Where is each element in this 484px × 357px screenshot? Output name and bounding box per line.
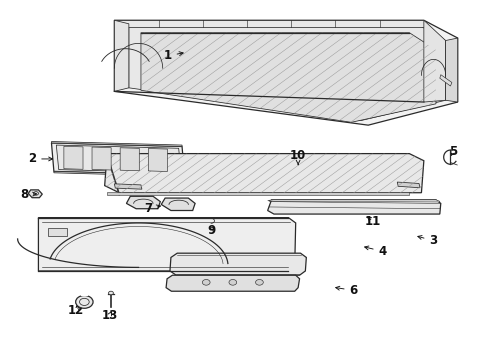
Polygon shape <box>439 75 451 86</box>
Circle shape <box>76 296 93 308</box>
Text: 2: 2 <box>28 152 52 165</box>
Polygon shape <box>148 149 167 171</box>
Text: 12: 12 <box>67 303 84 317</box>
Text: 7: 7 <box>144 202 160 215</box>
Polygon shape <box>105 154 423 193</box>
Text: 8: 8 <box>20 188 36 201</box>
Polygon shape <box>445 38 457 102</box>
Polygon shape <box>54 171 184 176</box>
Text: 11: 11 <box>364 215 380 228</box>
Polygon shape <box>51 143 184 175</box>
Polygon shape <box>126 196 160 209</box>
Polygon shape <box>267 200 439 202</box>
Polygon shape <box>56 145 181 173</box>
Polygon shape <box>267 200 440 214</box>
Polygon shape <box>129 24 445 121</box>
Polygon shape <box>396 182 419 188</box>
Circle shape <box>108 291 113 295</box>
Polygon shape <box>48 228 67 236</box>
Text: 9: 9 <box>207 223 215 237</box>
Polygon shape <box>161 198 195 211</box>
Circle shape <box>202 280 210 285</box>
Circle shape <box>255 280 263 285</box>
Polygon shape <box>92 147 111 170</box>
Text: 5: 5 <box>448 145 456 158</box>
Polygon shape <box>38 218 295 271</box>
Polygon shape <box>423 20 445 102</box>
Circle shape <box>228 280 236 285</box>
Polygon shape <box>28 190 42 198</box>
Polygon shape <box>114 20 129 91</box>
Text: 4: 4 <box>364 245 386 258</box>
Text: 3: 3 <box>417 234 437 247</box>
Polygon shape <box>210 218 218 223</box>
Polygon shape <box>51 141 182 146</box>
Polygon shape <box>114 20 423 27</box>
Polygon shape <box>166 275 299 291</box>
Polygon shape <box>64 146 83 169</box>
Polygon shape <box>107 192 408 195</box>
Polygon shape <box>114 184 142 189</box>
Text: 13: 13 <box>101 309 118 322</box>
Text: 6: 6 <box>335 284 357 297</box>
Text: 10: 10 <box>289 149 305 165</box>
Polygon shape <box>141 33 435 122</box>
Text: 1: 1 <box>163 49 183 62</box>
Polygon shape <box>114 20 457 125</box>
Polygon shape <box>120 148 139 171</box>
Polygon shape <box>169 253 306 275</box>
Polygon shape <box>107 154 119 196</box>
